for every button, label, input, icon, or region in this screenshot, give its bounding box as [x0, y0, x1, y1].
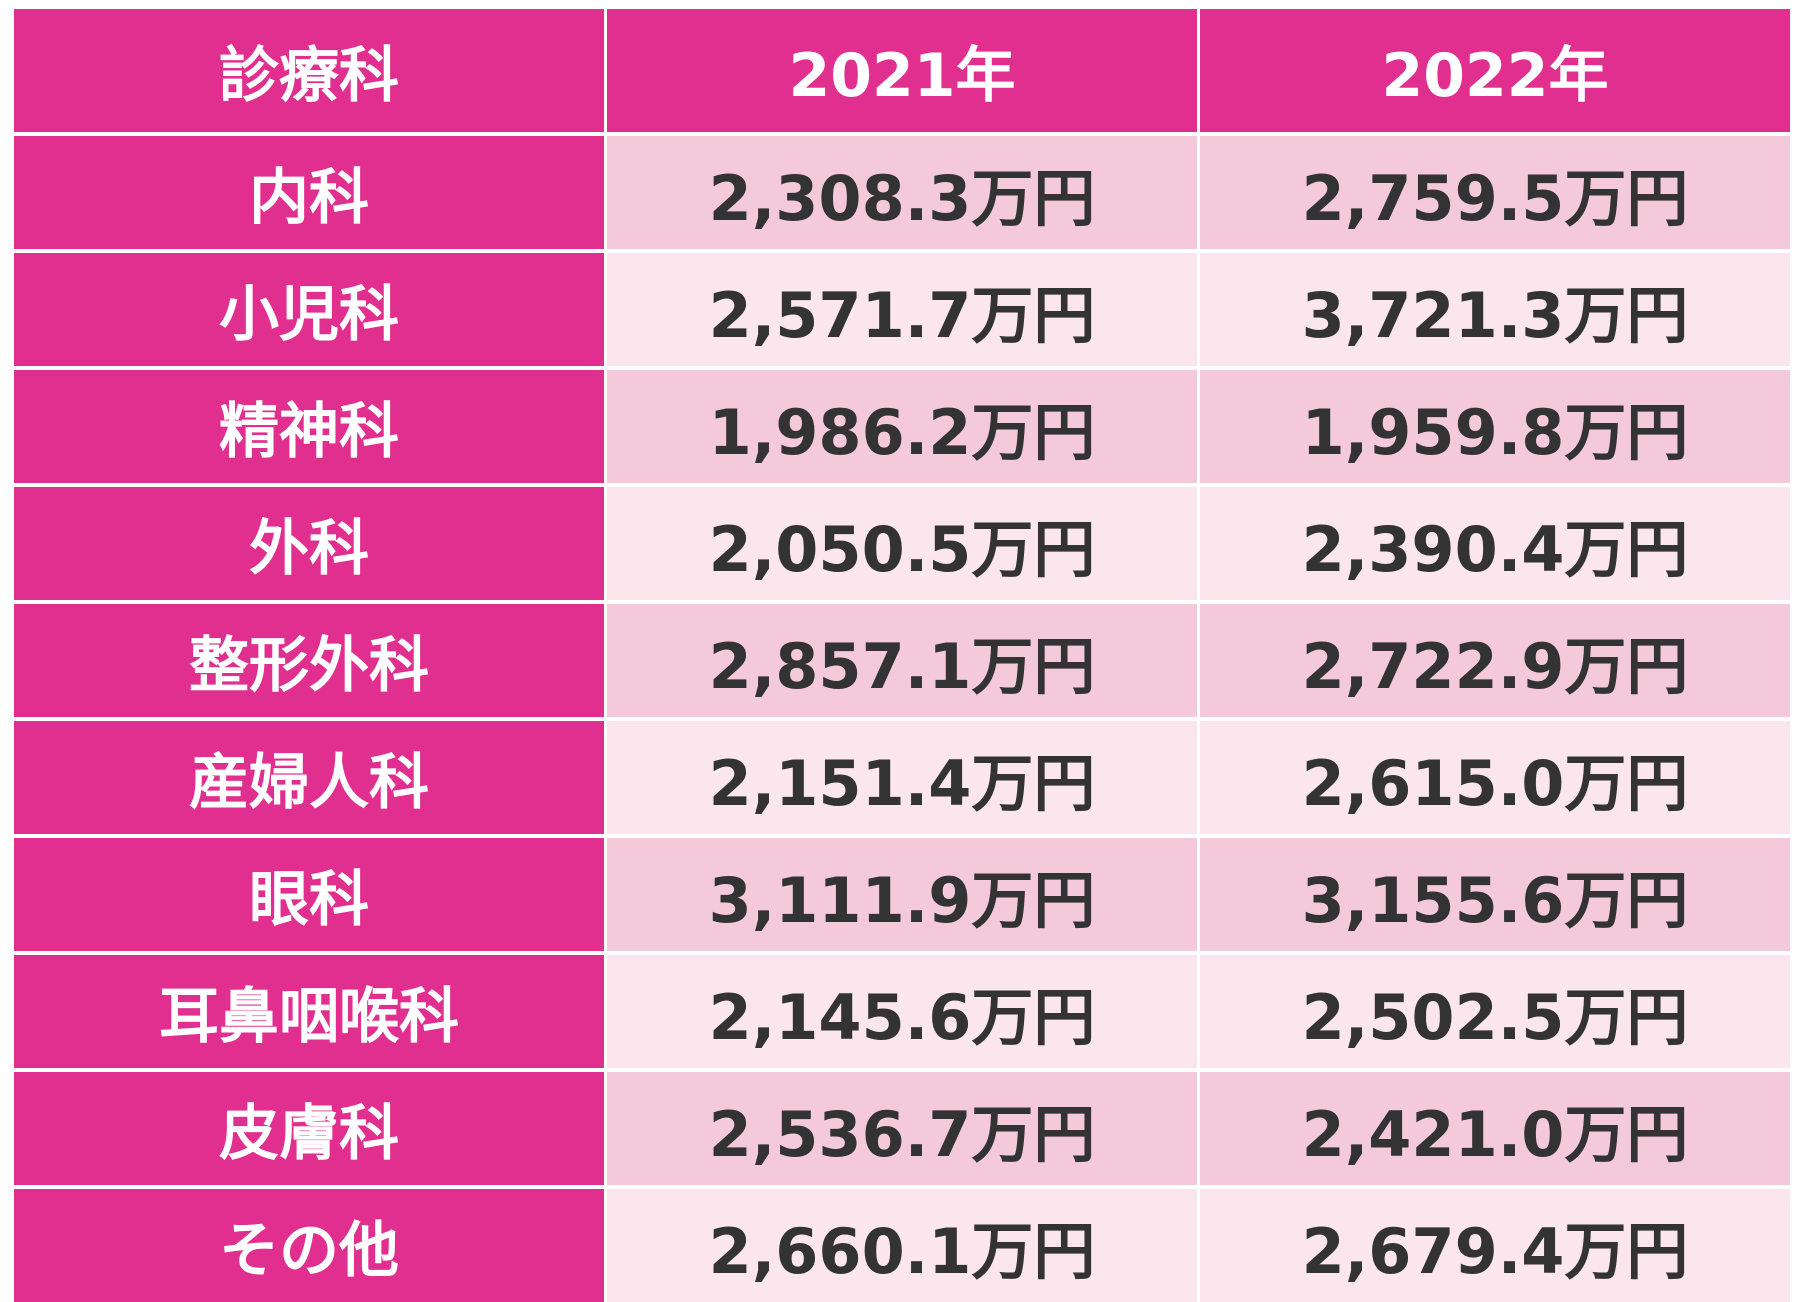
value-2022: 3,155.6万円: [1200, 838, 1790, 951]
row-label: その他: [14, 1189, 604, 1302]
value-2022: 2,722.9万円: [1200, 604, 1790, 717]
row-label: 外科: [14, 487, 604, 600]
value-2022: 1,959.8万円: [1200, 370, 1790, 483]
header-2021: 2021年: [607, 9, 1197, 132]
value-2021: 3,111.9万円: [607, 838, 1197, 951]
row-label: 産婦人科: [14, 721, 604, 834]
value-2021: 2,571.7万円: [607, 253, 1197, 366]
value-2022: 3,721.3万円: [1200, 253, 1790, 366]
row-label: 小児科: [14, 253, 604, 366]
row-label: 耳鼻咽喉科: [14, 955, 604, 1068]
value-2022: 2,615.0万円: [1200, 721, 1790, 834]
value-2021: 2,308.3万円: [607, 136, 1197, 249]
value-2021: 2,857.1万円: [607, 604, 1197, 717]
value-2021: 2,151.4万円: [607, 721, 1197, 834]
value-2022: 2,502.5万円: [1200, 955, 1790, 1068]
row-label: 眼科: [14, 838, 604, 951]
value-2022: 2,421.0万円: [1200, 1072, 1790, 1185]
value-2021: 2,536.7万円: [607, 1072, 1197, 1185]
row-label: 精神科: [14, 370, 604, 483]
header-2022: 2022年: [1200, 9, 1790, 132]
salary-table: 診療科 2021年 2022年 内科 2,308.3万円 2,759.5万円 小…: [14, 9, 1790, 1302]
value-2022: 2,759.5万円: [1200, 136, 1790, 249]
value-2021: 2,145.6万円: [607, 955, 1197, 1068]
value-2021: 2,660.1万円: [607, 1189, 1197, 1302]
value-2021: 2,050.5万円: [607, 487, 1197, 600]
value-2022: 2,390.4万円: [1200, 487, 1790, 600]
row-label: 皮膚科: [14, 1072, 604, 1185]
value-2022: 2,679.4万円: [1200, 1189, 1790, 1302]
row-label: 整形外科: [14, 604, 604, 717]
value-2021: 1,986.2万円: [607, 370, 1197, 483]
header-department: 診療科: [14, 9, 604, 132]
row-label: 内科: [14, 136, 604, 249]
